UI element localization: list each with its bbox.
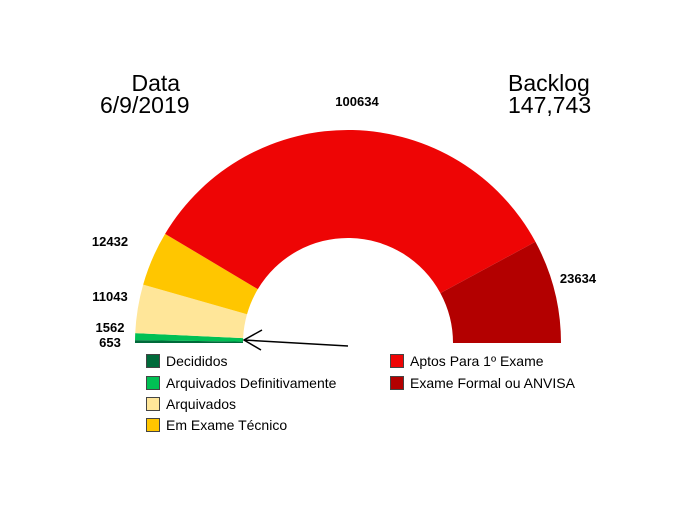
data-label-1: 1562 <box>96 320 125 335</box>
legend-label: Arquivados <box>166 396 236 412</box>
legend-label: Exame Formal ou ANVISA <box>410 375 575 391</box>
legend-item-em-exame-tecnico: Em Exame Técnico <box>146 417 287 433</box>
legend-label: Arquivados Definitivamente <box>166 375 336 391</box>
legend-item-exame-formal: Exame Formal ou ANVISA <box>390 375 575 391</box>
date-value: 6/9/2019 <box>100 94 190 116</box>
date-block: Data 6/9/2019 <box>122 72 190 116</box>
legend-label: Aptos Para 1º Exame <box>410 353 544 369</box>
data-label-5: 23634 <box>560 271 597 286</box>
legend-swatch <box>146 418 160 432</box>
backlog-value: 147,743 <box>508 94 591 116</box>
annotation-arrow <box>244 330 348 350</box>
legend-swatch <box>146 354 160 368</box>
data-label-3: 12432 <box>92 234 128 249</box>
legend-label: Decididos <box>166 353 227 369</box>
legend-item-decididos: Decididos <box>146 353 227 369</box>
data-label-4: 100634 <box>335 94 379 109</box>
legend-label: Em Exame Técnico <box>166 417 287 433</box>
legend-swatch <box>146 397 160 411</box>
legend-swatch <box>390 376 404 390</box>
data-label-2: 11043 <box>92 289 127 304</box>
date-label: Data <box>122 72 190 94</box>
legend-item-arquivados-definitivamente: Arquivados Definitivamente <box>146 375 336 391</box>
legend-swatch <box>390 354 404 368</box>
legend-item-arquivados: Arquivados <box>146 396 236 412</box>
data-label-0: 653 <box>99 335 121 350</box>
legend-swatch <box>146 376 160 390</box>
backlog-block: Backlog 147,743 <box>508 72 591 116</box>
backlog-label: Backlog <box>508 72 591 94</box>
legend-item-aptos: Aptos Para 1º Exame <box>390 353 544 369</box>
